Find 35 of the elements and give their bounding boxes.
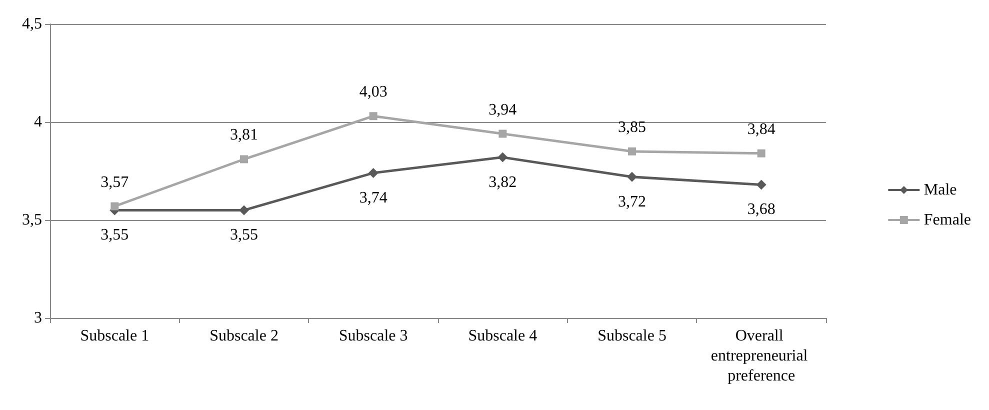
data-label: 3,68 — [747, 201, 776, 218]
data-label: 3,94 — [488, 101, 517, 118]
data-label: 3,85 — [618, 118, 646, 136]
point — [239, 205, 249, 216]
data-label: 3,81 — [230, 126, 258, 144]
data-label: 3,84 — [747, 120, 776, 138]
data-label: 3,74 — [359, 189, 388, 206]
data-label: 3,72 — [618, 193, 646, 210]
x-tick-label: Subscale 1 — [80, 328, 150, 344]
point — [498, 152, 508, 162]
data-label: 3,57 — [100, 174, 129, 191]
point — [628, 147, 636, 156]
point — [756, 180, 766, 190]
y-tick-label: 4 — [34, 114, 42, 130]
data-label: 3,82 — [488, 174, 517, 191]
y-tick-label: 3,5 — [22, 212, 42, 228]
x-tick-label: Overall entrepreneurial preference — [710, 328, 812, 384]
data-label: 3,55 — [100, 226, 129, 244]
point — [240, 155, 248, 164]
x-tick-label: Subscale 4 — [468, 328, 538, 344]
data-label: 4,03 — [359, 84, 388, 101]
y-tick-label: 3 — [34, 310, 42, 326]
data-label: 3,55 — [230, 226, 258, 244]
point — [627, 172, 637, 182]
x-tick-label: Subscale 5 — [598, 328, 666, 344]
legend-label: Male — [924, 182, 957, 198]
legend-label: Female — [924, 212, 971, 228]
point — [110, 202, 119, 210]
x-tick-label: Subscale 3 — [338, 328, 408, 344]
point — [757, 149, 766, 158]
point — [368, 168, 378, 178]
point — [369, 112, 378, 120]
point — [498, 130, 507, 138]
y-tick-label: 4,5 — [22, 16, 42, 32]
x-tick-label: Subscale 2 — [210, 328, 278, 344]
